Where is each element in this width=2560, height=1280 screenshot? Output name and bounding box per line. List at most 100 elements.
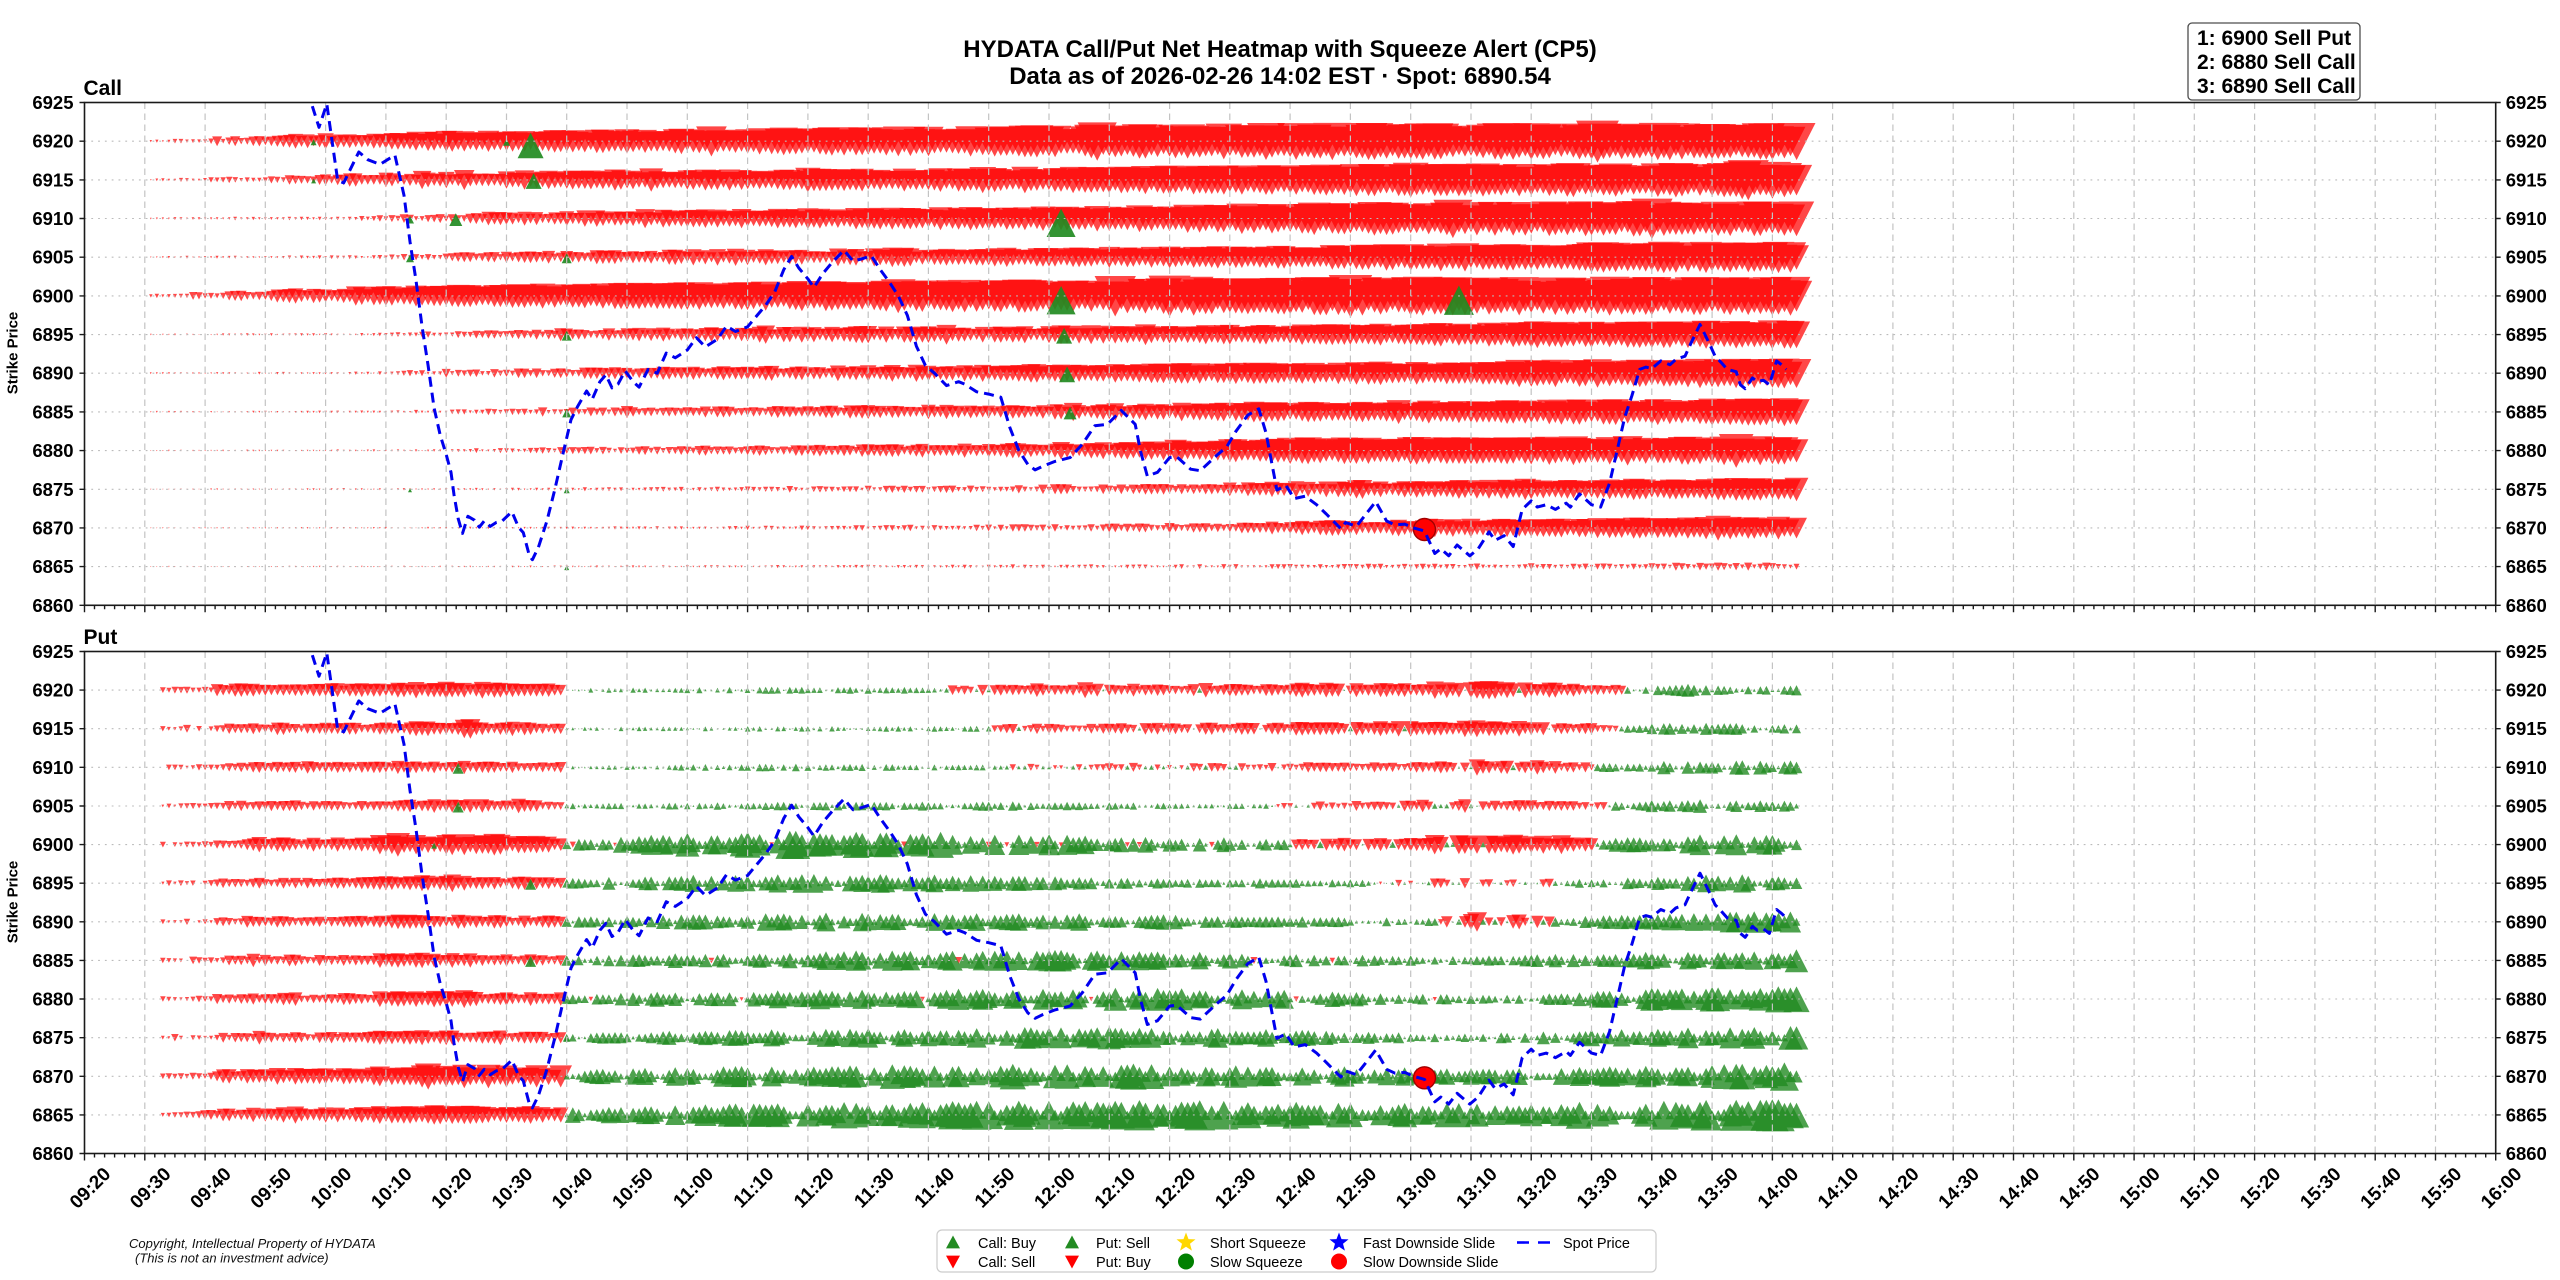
svg-text:12:20: 12:20 xyxy=(1151,1164,1200,1213)
svg-text:6875: 6875 xyxy=(32,479,73,500)
svg-text:15:00: 15:00 xyxy=(2116,1164,2165,1213)
svg-text:6920: 6920 xyxy=(32,131,73,152)
svg-text:11:20: 11:20 xyxy=(790,1164,838,1212)
svg-text:Slow Squeeze: Slow Squeeze xyxy=(1210,1255,1303,1271)
svg-text:6915: 6915 xyxy=(2506,169,2547,190)
svg-text:6925: 6925 xyxy=(2506,92,2547,113)
svg-text:6890: 6890 xyxy=(2506,363,2547,384)
svg-text:11:10: 11:10 xyxy=(730,1164,778,1212)
svg-text:6920: 6920 xyxy=(2506,131,2547,152)
svg-text:(This is not an investment adv: (This is not an investment advice) xyxy=(135,1251,329,1266)
svg-text:6905: 6905 xyxy=(32,247,73,268)
svg-text:Fast Downside Slide: Fast Downside Slide xyxy=(1363,1236,1495,1252)
svg-text:6905: 6905 xyxy=(2506,247,2547,268)
svg-text:6905: 6905 xyxy=(2506,796,2547,817)
svg-text:6910: 6910 xyxy=(2506,208,2547,229)
svg-text:16:00: 16:00 xyxy=(2477,1164,2526,1213)
svg-text:6925: 6925 xyxy=(32,92,73,113)
svg-text:15:10: 15:10 xyxy=(2176,1164,2225,1213)
svg-text:14:20: 14:20 xyxy=(1874,1164,1923,1213)
svg-text:Call: Call xyxy=(84,77,123,100)
svg-text:Put: Buy: Put: Buy xyxy=(1096,1255,1152,1271)
svg-text:6860: 6860 xyxy=(2506,1143,2547,1164)
svg-text:15:40: 15:40 xyxy=(2357,1164,2406,1213)
svg-text:6865: 6865 xyxy=(2506,556,2547,577)
svg-text:Strike Price: Strike Price xyxy=(5,861,22,944)
svg-text:6910: 6910 xyxy=(2506,757,2547,778)
svg-text:6870: 6870 xyxy=(2506,517,2547,538)
svg-text:09:30: 09:30 xyxy=(126,1164,175,1213)
svg-text:14:00: 14:00 xyxy=(1754,1164,1803,1213)
svg-text:13:00: 13:00 xyxy=(1392,1164,1441,1213)
svg-text:6880: 6880 xyxy=(2506,440,2547,461)
svg-text:6890: 6890 xyxy=(32,363,73,384)
svg-text:6860: 6860 xyxy=(32,595,73,616)
svg-text:6870: 6870 xyxy=(2506,1066,2547,1087)
svg-text:12:10: 12:10 xyxy=(1091,1164,1140,1213)
svg-text:09:50: 09:50 xyxy=(247,1164,296,1213)
svg-text:6875: 6875 xyxy=(32,1027,73,1048)
svg-text:Put: Sell: Put: Sell xyxy=(1096,1236,1150,1252)
svg-text:14:50: 14:50 xyxy=(2055,1164,2104,1213)
svg-text:6875: 6875 xyxy=(2506,1027,2547,1048)
svg-text:6860: 6860 xyxy=(2506,595,2547,616)
svg-text:6860: 6860 xyxy=(32,1143,73,1164)
svg-text:6885: 6885 xyxy=(2506,401,2547,422)
svg-text:13:40: 13:40 xyxy=(1633,1164,1682,1213)
svg-text:6925: 6925 xyxy=(2506,641,2547,662)
svg-text:6905: 6905 xyxy=(32,796,73,817)
svg-text:6885: 6885 xyxy=(32,401,73,422)
svg-text:Put: Put xyxy=(84,626,118,649)
svg-text:12:40: 12:40 xyxy=(1272,1164,1321,1213)
svg-text:15:30: 15:30 xyxy=(2296,1164,2345,1213)
svg-text:6895: 6895 xyxy=(2506,873,2547,894)
svg-text:Short Squeeze: Short Squeeze xyxy=(1210,1236,1306,1252)
svg-text:6900: 6900 xyxy=(2506,285,2547,306)
svg-text:14:40: 14:40 xyxy=(1995,1164,2044,1213)
svg-text:1: 6900 Sell Put: 1: 6900 Sell Put xyxy=(2197,27,2351,50)
svg-text:15:20: 15:20 xyxy=(2236,1164,2285,1213)
svg-text:3: 6890 Sell Call: 3: 6890 Sell Call xyxy=(2197,75,2356,98)
svg-text:11:50: 11:50 xyxy=(971,1164,1019,1212)
svg-text:6870: 6870 xyxy=(32,1066,73,1087)
svg-text:12:30: 12:30 xyxy=(1211,1164,1260,1213)
svg-text:2: 6880 Sell Call: 2: 6880 Sell Call xyxy=(2197,51,2356,74)
svg-text:09:20: 09:20 xyxy=(66,1164,115,1213)
svg-text:10:40: 10:40 xyxy=(548,1164,597,1213)
svg-text:6915: 6915 xyxy=(32,718,73,739)
svg-text:6865: 6865 xyxy=(32,1104,73,1125)
svg-text:11:40: 11:40 xyxy=(911,1164,959,1212)
svg-text:6915: 6915 xyxy=(2506,718,2547,739)
svg-text:6900: 6900 xyxy=(32,834,73,855)
svg-text:11:30: 11:30 xyxy=(850,1164,898,1212)
svg-text:6910: 6910 xyxy=(32,757,73,778)
svg-text:Copyright, Intellectual Proper: Copyright, Intellectual Property of HYDA… xyxy=(129,1236,376,1251)
svg-text:6915: 6915 xyxy=(32,169,73,190)
svg-text:6920: 6920 xyxy=(32,680,73,701)
svg-text:Data as of 2026-02-26 14:02 ES: Data as of 2026-02-26 14:02 EST · Spot: … xyxy=(1009,63,1551,90)
svg-text:10:50: 10:50 xyxy=(609,1164,658,1213)
svg-text:10:10: 10:10 xyxy=(367,1164,416,1213)
svg-text:6895: 6895 xyxy=(32,873,73,894)
svg-text:6880: 6880 xyxy=(2506,989,2547,1010)
svg-text:14:30: 14:30 xyxy=(1935,1164,1984,1213)
svg-text:10:20: 10:20 xyxy=(428,1164,477,1213)
svg-text:Call: Sell: Call: Sell xyxy=(978,1255,1035,1271)
svg-text:6875: 6875 xyxy=(2506,479,2547,500)
svg-text:Call: Buy: Call: Buy xyxy=(978,1236,1037,1252)
svg-text:09:40: 09:40 xyxy=(187,1164,236,1213)
svg-text:6895: 6895 xyxy=(2506,324,2547,345)
svg-text:Spot Price: Spot Price xyxy=(1563,1236,1630,1252)
svg-text:6890: 6890 xyxy=(32,911,73,932)
svg-text:6865: 6865 xyxy=(32,556,73,577)
svg-text:6880: 6880 xyxy=(32,440,73,461)
svg-text:6920: 6920 xyxy=(2506,680,2547,701)
svg-text:12:50: 12:50 xyxy=(1332,1164,1381,1213)
svg-text:6890: 6890 xyxy=(2506,911,2547,932)
svg-text:10:30: 10:30 xyxy=(488,1164,537,1213)
svg-text:13:20: 13:20 xyxy=(1513,1164,1562,1213)
svg-text:13:10: 13:10 xyxy=(1453,1164,1502,1213)
svg-text:6900: 6900 xyxy=(32,285,73,306)
svg-text:14:10: 14:10 xyxy=(1814,1164,1863,1213)
svg-text:6885: 6885 xyxy=(2506,950,2547,971)
